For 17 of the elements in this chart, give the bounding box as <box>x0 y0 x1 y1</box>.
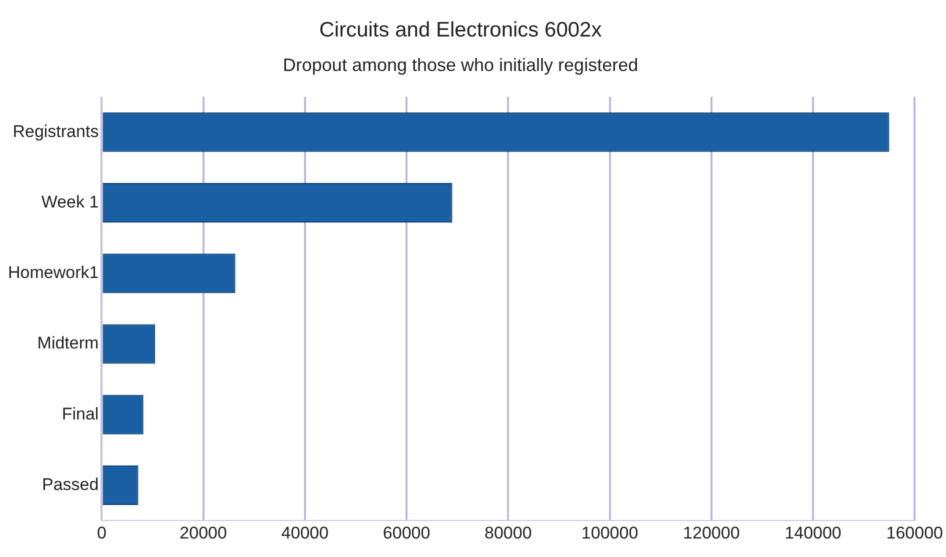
x-tick-label: 60000 <box>382 523 430 542</box>
y-tick-label: Registrants <box>12 122 99 141</box>
x-tick-label: 160000 <box>886 523 944 542</box>
chart-title: Circuits and Electronics 6002x <box>319 18 602 42</box>
x-tick-label: 80000 <box>484 523 532 542</box>
x-tick-label: 140000 <box>784 523 842 542</box>
x-tick-label: 120000 <box>683 523 740 542</box>
y-tick-label: Week 1 <box>41 192 99 212</box>
x-tick-label: 0 <box>96 523 106 542</box>
y-tick-label: Final <box>62 404 99 424</box>
chart-subtitle: Dropout among those who initially registered <box>282 54 638 75</box>
y-tick-label: Homework1 <box>8 263 99 282</box>
x-tick-label: 20000 <box>180 523 227 542</box>
x-tick-label: 40000 <box>281 523 329 542</box>
x-tick-label: 100000 <box>581 523 638 542</box>
y-tick-label: Passed <box>42 474 99 494</box>
y-tick-label: Midterm <box>37 334 99 353</box>
